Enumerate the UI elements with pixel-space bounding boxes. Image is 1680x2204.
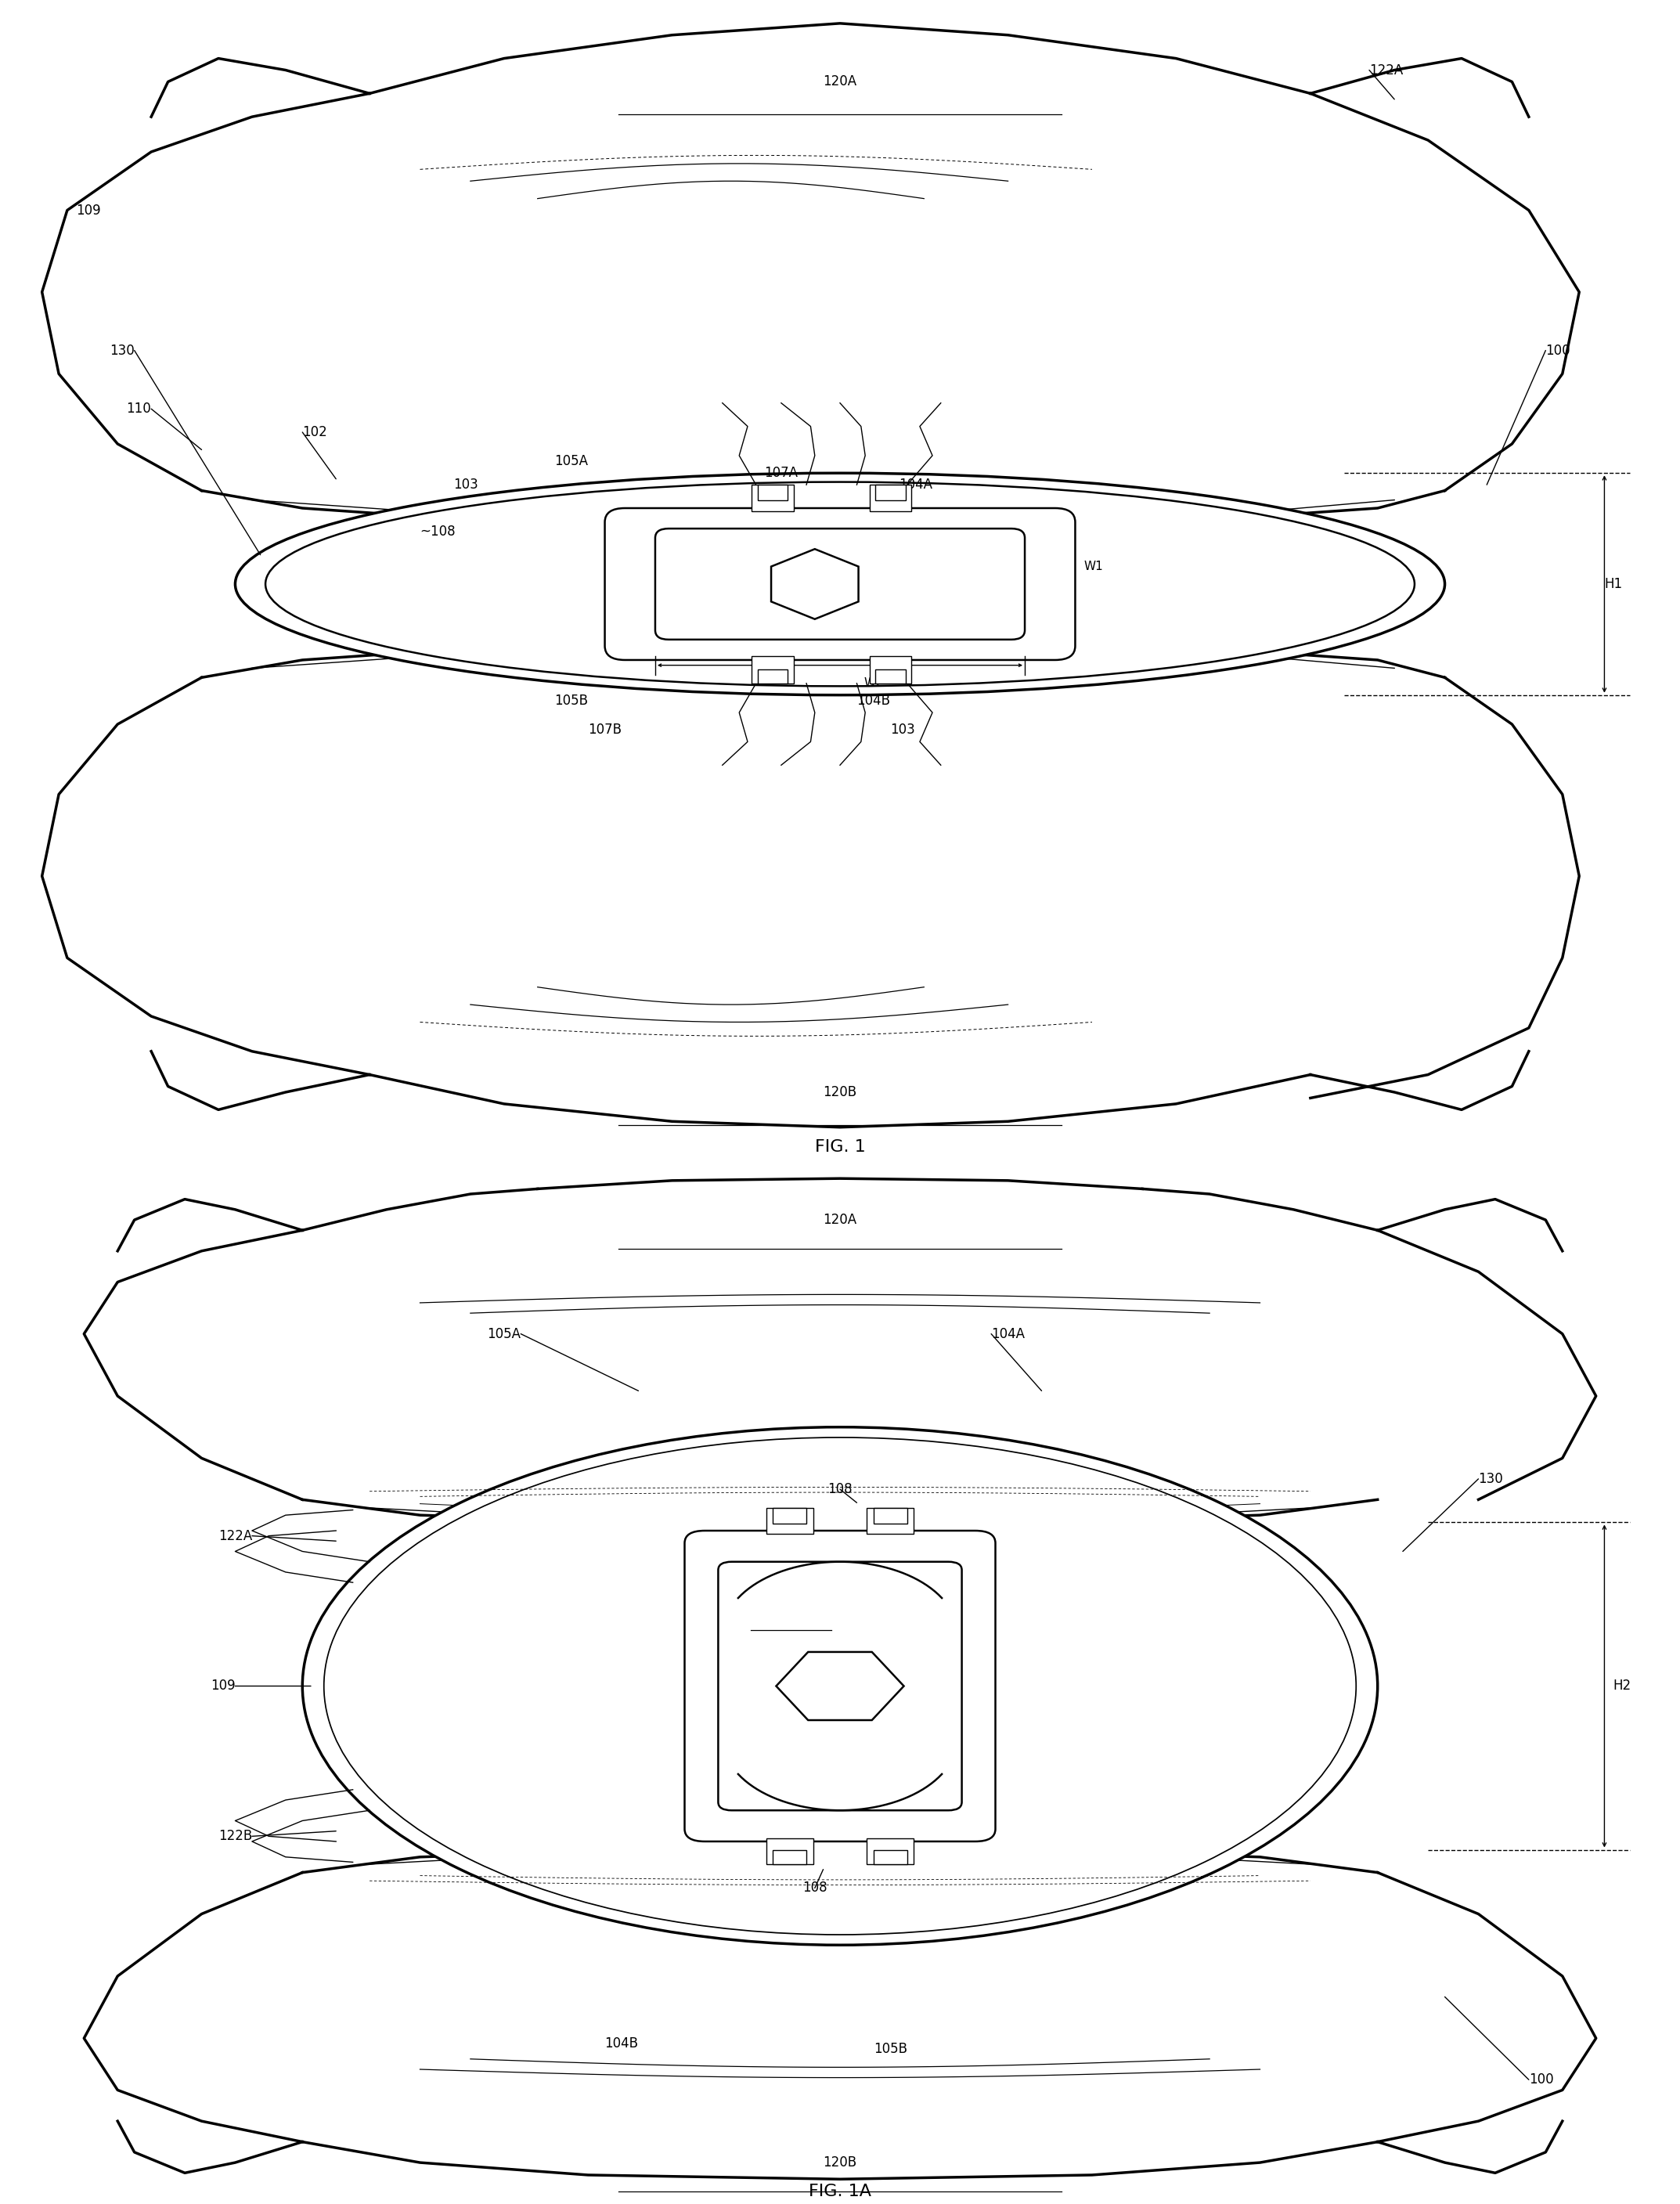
Text: 108: 108 bbox=[828, 1483, 852, 1497]
Text: FIG. 1: FIG. 1 bbox=[815, 1139, 865, 1155]
Polygon shape bbox=[771, 549, 858, 619]
Text: 120A: 120A bbox=[823, 1212, 857, 1228]
FancyBboxPatch shape bbox=[605, 509, 1075, 659]
Text: 101: 101 bbox=[798, 577, 822, 591]
Text: 122A: 122A bbox=[1369, 64, 1403, 77]
Text: 109: 109 bbox=[76, 203, 101, 218]
Bar bbox=[773, 1849, 806, 1865]
Text: 103: 103 bbox=[890, 723, 916, 736]
Bar bbox=[870, 657, 912, 683]
Text: 108: 108 bbox=[932, 514, 958, 527]
Bar bbox=[758, 485, 788, 500]
Bar bbox=[874, 1849, 907, 1865]
Text: 107A: 107A bbox=[764, 465, 798, 480]
Text: 130: 130 bbox=[109, 344, 134, 357]
Text: W1: W1 bbox=[1084, 560, 1104, 573]
Text: 102: 102 bbox=[302, 425, 328, 439]
Text: 120B: 120B bbox=[823, 2156, 857, 2169]
Text: 130: 130 bbox=[1478, 1472, 1504, 1485]
FancyBboxPatch shape bbox=[719, 1563, 963, 1809]
Text: 100: 100 bbox=[1546, 344, 1571, 357]
Text: 105A: 105A bbox=[487, 1327, 521, 1340]
Text: H2: H2 bbox=[1613, 1679, 1631, 1693]
Text: 103: 103 bbox=[454, 478, 479, 491]
Text: 122B: 122B bbox=[218, 1829, 252, 1843]
Text: 110: 110 bbox=[126, 401, 151, 417]
Text: FIG. 1A: FIG. 1A bbox=[808, 2184, 872, 2200]
Text: W2: W2 bbox=[864, 677, 884, 688]
Text: 107B: 107B bbox=[588, 723, 622, 736]
Ellipse shape bbox=[302, 1428, 1378, 1944]
Text: 102: 102 bbox=[778, 1609, 801, 1622]
Text: 120B: 120B bbox=[823, 1084, 857, 1100]
Text: 104A: 104A bbox=[991, 1327, 1025, 1340]
Text: 100: 100 bbox=[1529, 2072, 1554, 2087]
Bar bbox=[874, 1508, 907, 1523]
Text: 122A: 122A bbox=[218, 1530, 252, 1543]
Polygon shape bbox=[776, 1653, 904, 1719]
Bar bbox=[870, 485, 912, 511]
Bar bbox=[867, 1508, 914, 1534]
Text: ~108: ~108 bbox=[420, 525, 455, 538]
Bar bbox=[875, 670, 906, 683]
Text: 103: 103 bbox=[828, 1741, 852, 1754]
FancyBboxPatch shape bbox=[655, 529, 1025, 639]
Text: 105B: 105B bbox=[554, 694, 588, 707]
Bar bbox=[753, 657, 793, 683]
Text: 104B: 104B bbox=[605, 2036, 638, 2050]
Bar bbox=[875, 485, 906, 500]
Text: 105B: 105B bbox=[874, 2041, 907, 2056]
Bar bbox=[766, 1508, 813, 1534]
Ellipse shape bbox=[235, 474, 1445, 694]
Text: H1: H1 bbox=[1604, 577, 1623, 591]
Text: 105A: 105A bbox=[554, 454, 588, 469]
Text: 109: 109 bbox=[210, 1679, 235, 1693]
Text: 104B: 104B bbox=[857, 694, 890, 707]
Bar bbox=[773, 1508, 806, 1523]
FancyBboxPatch shape bbox=[685, 1530, 996, 1843]
Bar bbox=[867, 1838, 914, 1865]
Text: 120A: 120A bbox=[823, 75, 857, 88]
Text: 104A: 104A bbox=[899, 478, 932, 491]
Bar bbox=[766, 1838, 813, 1865]
Text: 108: 108 bbox=[803, 1880, 827, 1895]
Bar bbox=[753, 485, 793, 511]
Text: 101: 101 bbox=[828, 1679, 852, 1693]
Bar bbox=[758, 670, 788, 683]
